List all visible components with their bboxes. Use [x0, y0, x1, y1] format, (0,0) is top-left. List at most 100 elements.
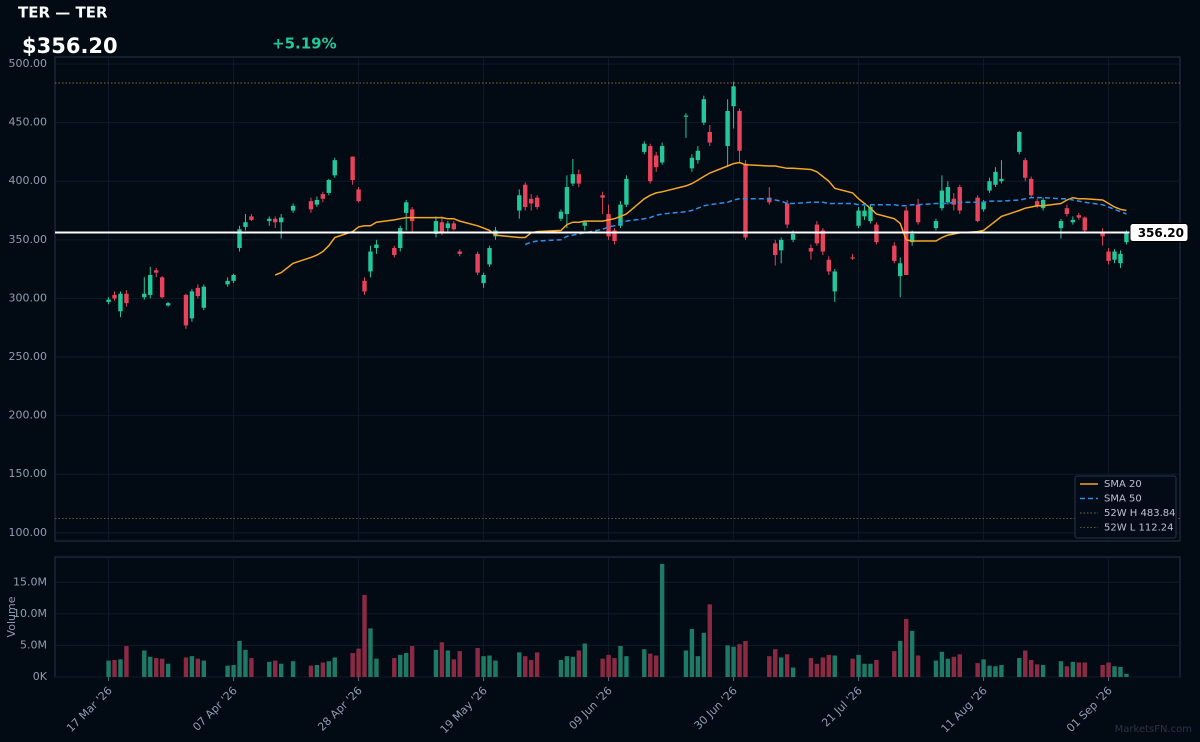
- y-tick-label: 200.00: [9, 409, 48, 422]
- candle-body: [225, 280, 230, 285]
- x-tick-label: 21 Jul '26: [819, 684, 864, 729]
- volume-bar: [862, 663, 867, 677]
- volume-bar: [142, 650, 147, 677]
- candle-body: [475, 253, 480, 273]
- x-tick-label: 19 May '26: [438, 684, 490, 736]
- volume-bar: [159, 658, 165, 677]
- candle-body: [737, 110, 742, 151]
- candle-body: [481, 274, 486, 284]
- candle-body: [784, 203, 790, 225]
- volume-bar: [314, 665, 320, 677]
- candle-body: [523, 184, 528, 208]
- candle-body: [689, 157, 695, 169]
- volume-bar: [868, 663, 873, 677]
- candle-body: [1124, 232, 1129, 243]
- volume-bar: [993, 666, 998, 677]
- volume-bar: [165, 663, 171, 677]
- candle-body: [653, 155, 659, 168]
- volume-bar: [195, 658, 201, 677]
- candle-body: [707, 132, 712, 143]
- volume-bar: [278, 663, 284, 677]
- volume-bar: [326, 661, 332, 677]
- candle-body: [832, 271, 837, 292]
- x-tick-label: 17 Mar '26: [64, 684, 115, 735]
- candle-body: [118, 293, 123, 312]
- candle-body: [826, 259, 832, 272]
- candle-body: [1076, 215, 1082, 218]
- candle-body: [945, 187, 951, 203]
- candle-body: [915, 204, 921, 223]
- candle-body: [850, 257, 855, 259]
- volume-bar: [308, 665, 314, 677]
- volume-bar: [933, 660, 939, 677]
- candle-body: [183, 294, 189, 326]
- candle-body: [231, 274, 236, 281]
- candle-body: [820, 230, 826, 252]
- candle-body: [159, 277, 165, 298]
- volume-bar: [642, 649, 647, 677]
- volume-bar: [999, 665, 1004, 677]
- candle-body: [148, 274, 153, 295]
- volume-bar: [1124, 673, 1129, 677]
- volume-bar: [225, 665, 230, 677]
- x-tick-label: 28 Apr '26: [315, 684, 365, 734]
- y-tick-label: 150.00: [9, 467, 48, 480]
- candle-body: [725, 110, 730, 147]
- candle-body: [290, 205, 296, 211]
- volume-bar: [523, 656, 528, 677]
- volume-bar: [106, 660, 111, 677]
- volume-bar: [576, 650, 582, 677]
- volume-bar: [243, 649, 248, 677]
- candle-body: [558, 211, 564, 219]
- volume-bar: [648, 653, 653, 677]
- candle-body: [743, 163, 748, 238]
- candle-body: [933, 221, 939, 229]
- candle-body: [350, 156, 355, 181]
- volume-bar: [1034, 664, 1040, 677]
- volume-bar: [534, 652, 540, 677]
- volume-bar: [439, 642, 445, 677]
- last-price: $356.20: [22, 34, 118, 58]
- volume-frame: [54, 556, 1181, 678]
- volume-bar: [403, 653, 409, 677]
- volume-bar: [433, 649, 439, 677]
- y-tick-label: 100.00: [9, 526, 48, 539]
- candle-body: [1023, 160, 1028, 178]
- volume-bar: [892, 651, 897, 677]
- candle-body: [606, 214, 611, 237]
- volume-bar: [153, 658, 159, 677]
- volume-bar: [1076, 662, 1082, 677]
- volume-bar: [249, 658, 254, 677]
- candle-body: [701, 99, 707, 123]
- volume-bar: [767, 656, 772, 677]
- candle-body: [576, 174, 582, 184]
- candle-body: [517, 195, 522, 211]
- volume-bar: [653, 655, 659, 677]
- volume-bar: [1106, 662, 1111, 677]
- x-tick-label: 11 Aug '26: [939, 684, 990, 735]
- candle-body: [618, 204, 623, 226]
- candle-body: [165, 303, 171, 306]
- candle-body: [409, 209, 415, 222]
- candle-body: [808, 248, 814, 252]
- volume-bar: [737, 644, 742, 677]
- volume-bar: [570, 656, 576, 677]
- volume-bar: [517, 652, 522, 677]
- candle-body: [356, 189, 361, 202]
- candle-body: [1058, 221, 1064, 229]
- candle-body: [939, 190, 945, 209]
- candle-body: [243, 222, 248, 227]
- candle-body: [600, 195, 605, 198]
- candle-body: [439, 222, 445, 233]
- candle-body: [201, 286, 207, 308]
- volume-bar: [374, 658, 379, 677]
- candle-body: [332, 160, 337, 176]
- candle-body: [153, 270, 159, 273]
- candle-body: [195, 287, 201, 297]
- candle-body: [695, 150, 701, 161]
- volume-bar: [398, 654, 403, 677]
- candle-body: [909, 233, 915, 243]
- volume-bar: [773, 649, 778, 677]
- volume-bar: [1028, 659, 1034, 677]
- volume-bar: [606, 654, 611, 677]
